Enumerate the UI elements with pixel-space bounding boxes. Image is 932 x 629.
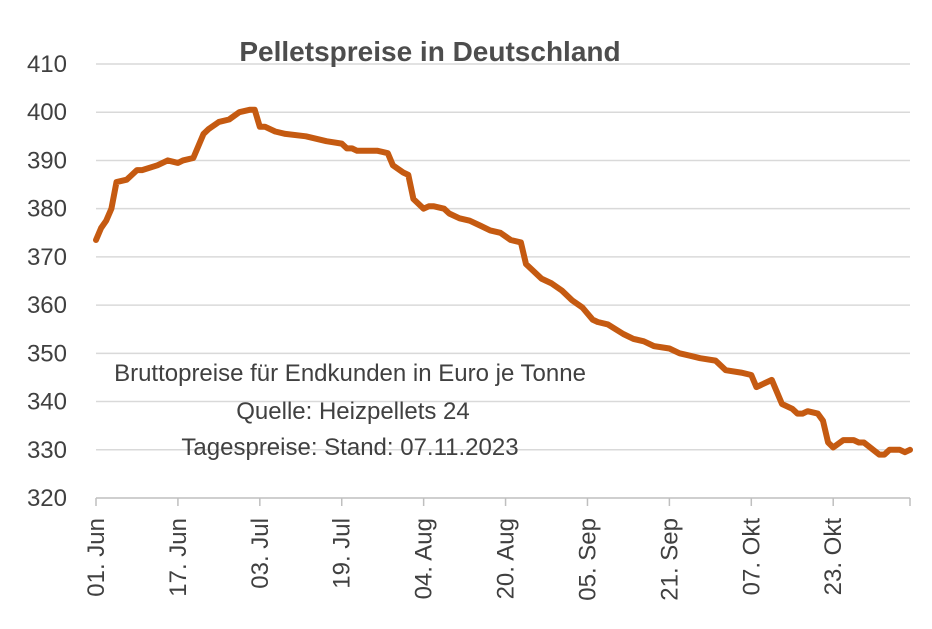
subtitle-line: Bruttopreise für Endkunden in Euro je To… <box>114 360 586 387</box>
y-tick-label: 350 <box>27 340 67 367</box>
x-tick-label: 17. Jun <box>165 518 192 597</box>
x-tick-label: 01. Jun <box>83 518 110 597</box>
x-tick-label: 03. Jul <box>247 518 274 589</box>
series-line <box>93 106 913 458</box>
x-tick-label: 04. Aug <box>411 518 438 599</box>
y-tick-label: 410 <box>27 51 67 78</box>
subtitle-line: Quelle: Heizpellets 24 <box>236 398 469 425</box>
y-tick-label: 400 <box>27 99 67 126</box>
x-tick-label: 19. Jul <box>329 518 356 589</box>
subtitle-line: Tagespreise: Stand: 07.11.2023 <box>181 434 518 461</box>
plot-area <box>93 106 913 458</box>
x-tick-label: 07. Okt <box>738 518 765 596</box>
y-axis: 320 330 340 350 360 370 380 390 400 410 <box>27 51 67 512</box>
x-tick-label: 23. Okt <box>820 518 847 596</box>
y-tick-label: 330 <box>27 437 67 464</box>
grid-lines <box>96 63 910 451</box>
x-tick-label: 20. Aug <box>493 518 520 599</box>
y-tick-label: 340 <box>27 389 67 416</box>
y-tick-label: 380 <box>27 196 67 223</box>
y-tick-label: 370 <box>27 244 67 271</box>
y-tick-label: 360 <box>27 292 67 319</box>
y-tick-label: 320 <box>27 485 67 512</box>
x-tick-label: 05. Sep <box>574 518 601 601</box>
y-tick-label: 390 <box>27 147 67 174</box>
chart-title: Pelletspreise in Deutschland <box>239 36 620 67</box>
x-axis: 01. Jun 17. Jun 03. Jul 19. Jul 04. Aug 20. A… <box>83 498 911 601</box>
x-tick-label: 21. Sep <box>656 518 683 601</box>
